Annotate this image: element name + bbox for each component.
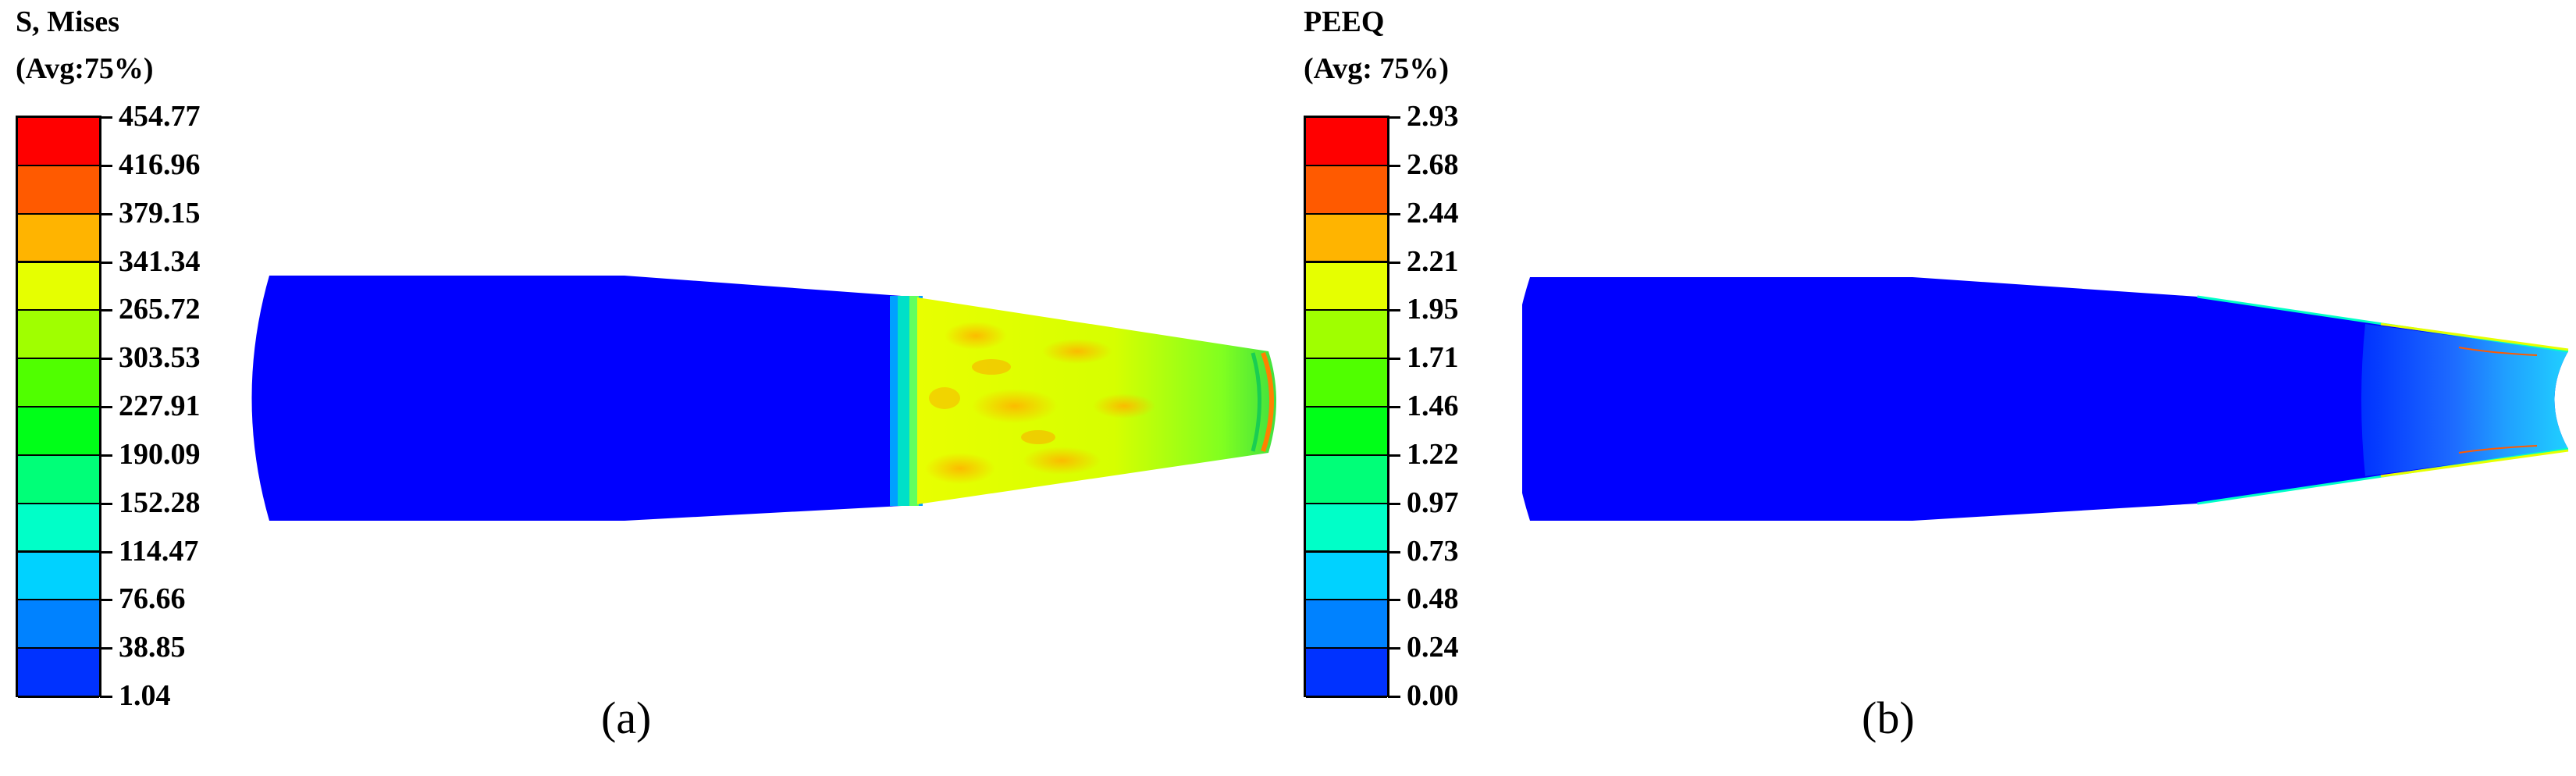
mises-stress-contour (251, 276, 1276, 521)
peeq-contour (1505, 277, 2569, 521)
panel-a: S, Mises (Avg:75%) 454.77 416.96 379.15 341… (16, 5, 1276, 743)
legend-swatch (18, 504, 99, 554)
legend-swatch (18, 600, 99, 650)
panel-b: PEEQ (Avg: 75%) 2.93 2.68 2.44 2.21 1.95 1.71… (1288, 0, 2576, 776)
legend-value-label: 152.28 (119, 486, 201, 519)
legend-value-label: 2.21 (1407, 244, 1459, 278)
legend-tick (100, 212, 112, 215)
legend-tick (1388, 599, 1400, 602)
legend-tick (100, 261, 112, 264)
color-legend-bar (16, 116, 101, 698)
legend-swatch (1306, 408, 1387, 457)
legend-value-label: 2.44 (1407, 196, 1459, 230)
legend-value-label: 1.04 (119, 679, 171, 712)
legend-tick (100, 647, 112, 650)
legend-value-label: 454.77 (119, 100, 201, 133)
legend-tick (1388, 647, 1400, 650)
legend-swatch (18, 166, 99, 215)
legend-title: PEEQ (1304, 5, 1385, 38)
legend-tick (1388, 309, 1400, 312)
legend-tick (100, 116, 112, 119)
legend-value-label: 0.00 (1407, 679, 1459, 712)
legend-tick (100, 406, 112, 408)
legend-value-label: 76.66 (119, 582, 186, 616)
tip-region (2361, 324, 2568, 476)
legend-tick (100, 454, 112, 457)
legend-value-label: 190.09 (119, 437, 201, 471)
legend-value-label: 341.34 (119, 244, 201, 278)
legend-value-label: 2.93 (1407, 100, 1459, 133)
legend-swatch (1306, 214, 1387, 264)
legend-swatch (1306, 649, 1387, 698)
legend-swatch (1306, 455, 1387, 505)
part-body (1510, 277, 2568, 521)
legend-value-label: 2.68 (1407, 148, 1459, 181)
legend-swatch (18, 649, 99, 698)
legend-tick (1388, 550, 1400, 554)
legend-swatch (18, 552, 99, 602)
legend-value-label: 38.85 (119, 631, 186, 664)
legend-value-label: 0.24 (1407, 631, 1459, 664)
legend-tick (1388, 164, 1400, 167)
legend-swatch (1306, 552, 1387, 602)
legend-value-label: 303.53 (119, 341, 201, 375)
legend-value-label: 1.95 (1407, 293, 1459, 326)
legend-tick (100, 599, 112, 602)
legend-tick (1388, 454, 1400, 457)
legend-value-label: 0.97 (1407, 486, 1459, 519)
legend-value-label: 0.48 (1407, 582, 1459, 616)
legend-swatch (1306, 311, 1387, 361)
legend-value-label: 114.47 (119, 534, 199, 568)
legend-swatch (18, 118, 99, 167)
legend-swatch (18, 262, 99, 312)
caption-b: (b) (1862, 692, 1915, 743)
legend-tick (1388, 261, 1400, 264)
legend-tick (1388, 116, 1400, 119)
legend-value-label: 227.91 (119, 390, 201, 422)
legend-tick (1388, 696, 1400, 698)
legend-swatch (18, 408, 99, 457)
legend-value-label: 1.22 (1407, 437, 1459, 471)
legend-value-label: 379.15 (119, 196, 201, 230)
legend-swatch (1306, 262, 1387, 312)
legend-tick (1388, 502, 1400, 505)
legend-swatch (18, 455, 99, 505)
legend-swatch (1306, 118, 1387, 167)
legend-swatch (1306, 166, 1387, 215)
legend-tick (100, 164, 112, 167)
legend-value-label: 0.73 (1407, 534, 1459, 568)
legend-value-label: 416.96 (119, 148, 201, 181)
tip-edge (1261, 351, 1274, 452)
legend-value-label: 265.72 (119, 293, 201, 326)
legend-swatch (18, 311, 99, 361)
legend-tick (100, 550, 112, 554)
legend-swatch (1306, 600, 1387, 650)
legend-swatch (18, 214, 99, 264)
legend-tick (1388, 406, 1400, 408)
legend-tick (1388, 358, 1400, 361)
caption-a: (a) (601, 692, 652, 743)
legend-swatch (1306, 359, 1387, 408)
legend-value-label: 1.46 (1407, 390, 1459, 422)
legend-swatch (1306, 504, 1387, 554)
legend-subtitle: (Avg:75%) (16, 52, 154, 85)
legend-value-label: 1.71 (1407, 341, 1459, 375)
legend-tick (100, 358, 112, 361)
legend-tick (100, 696, 112, 698)
color-legend-bar (1304, 116, 1389, 698)
legend-tick (100, 309, 112, 312)
legend-swatch (18, 359, 99, 408)
legend-tick (100, 502, 112, 505)
part-body (251, 276, 902, 521)
legend-tick (1388, 212, 1400, 215)
legend-title: S, Mises (16, 5, 119, 38)
legend-subtitle: (Avg: 75%) (1304, 52, 1450, 85)
